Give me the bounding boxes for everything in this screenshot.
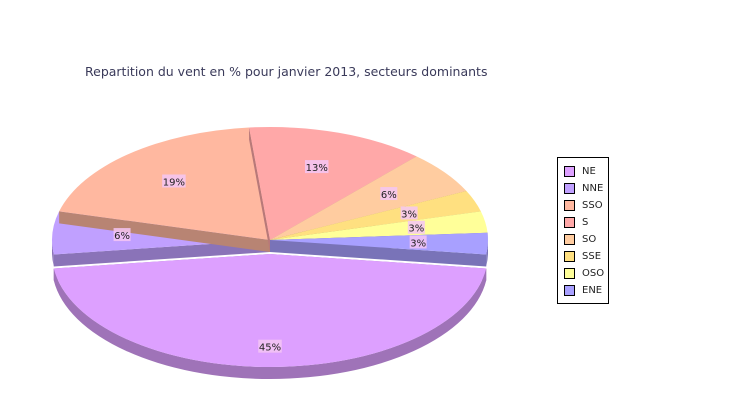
data-label-sse: 3% xyxy=(401,209,417,220)
slice-top xyxy=(53,254,487,367)
legend-swatch xyxy=(564,217,575,228)
legend-swatch xyxy=(564,200,575,211)
legend-item-ne: NE xyxy=(564,163,608,180)
slice-side xyxy=(52,240,54,267)
legend-label: SSE xyxy=(582,251,602,262)
data-label-bg xyxy=(400,206,418,220)
slice-side xyxy=(486,240,488,267)
slice-wall xyxy=(249,127,270,252)
chart-legend: NE NNE SSO S SO SSE OSO ENE xyxy=(557,157,609,304)
slice-top xyxy=(249,127,417,240)
chart-title: Repartition du vent en % pour janvier 20… xyxy=(85,64,488,79)
legend-item-s: S xyxy=(564,214,608,231)
legend-swatch xyxy=(564,166,575,177)
legend-label: SO xyxy=(582,234,597,245)
data-label-s: 13% xyxy=(306,163,328,174)
data-label-bg xyxy=(113,228,131,242)
data-label-ene: 3% xyxy=(410,238,426,249)
slice-wall xyxy=(270,240,487,267)
legend-item-sse: SSE xyxy=(564,248,608,265)
data-label-bg xyxy=(407,220,425,234)
data-label-bg xyxy=(304,160,329,174)
slice-wall xyxy=(59,211,271,252)
legend-item-oso: OSO xyxy=(564,265,608,282)
legend-swatch xyxy=(564,268,575,279)
data-label-so: 6% xyxy=(381,190,397,201)
legend-label: NE xyxy=(582,166,596,177)
data-label-nne: 6% xyxy=(114,231,130,242)
data-label-bg xyxy=(380,187,398,201)
legend-label: OSO xyxy=(582,268,605,279)
data-label-bg xyxy=(409,235,427,249)
pie-slice-ne xyxy=(53,254,487,380)
slice-top xyxy=(270,156,467,240)
data-label-sso: 19% xyxy=(163,177,185,188)
pie-slice-ene xyxy=(270,232,488,267)
slice-wall xyxy=(53,240,270,267)
slice-top xyxy=(270,190,481,240)
data-label-bg xyxy=(162,174,186,188)
legend-swatch xyxy=(564,183,575,194)
legend-label: SSO xyxy=(582,200,603,211)
slice-top xyxy=(270,232,488,255)
legend-swatch xyxy=(564,234,575,245)
legend-label: S xyxy=(582,217,589,228)
legend-label: NNE xyxy=(582,183,604,194)
data-label-oso: 3% xyxy=(408,224,424,235)
legend-swatch xyxy=(564,251,575,262)
legend-item-sso: SSO xyxy=(564,197,608,214)
data-label-bg xyxy=(258,339,282,353)
legend-swatch xyxy=(564,285,575,296)
data-label-ne: 45% xyxy=(259,343,281,354)
legend-item-ene: ENE xyxy=(564,282,608,299)
slice-top xyxy=(270,211,488,240)
legend-item-so: SO xyxy=(564,231,608,248)
legend-label: ENE xyxy=(582,285,603,296)
legend-item-nne: NNE xyxy=(564,180,608,197)
